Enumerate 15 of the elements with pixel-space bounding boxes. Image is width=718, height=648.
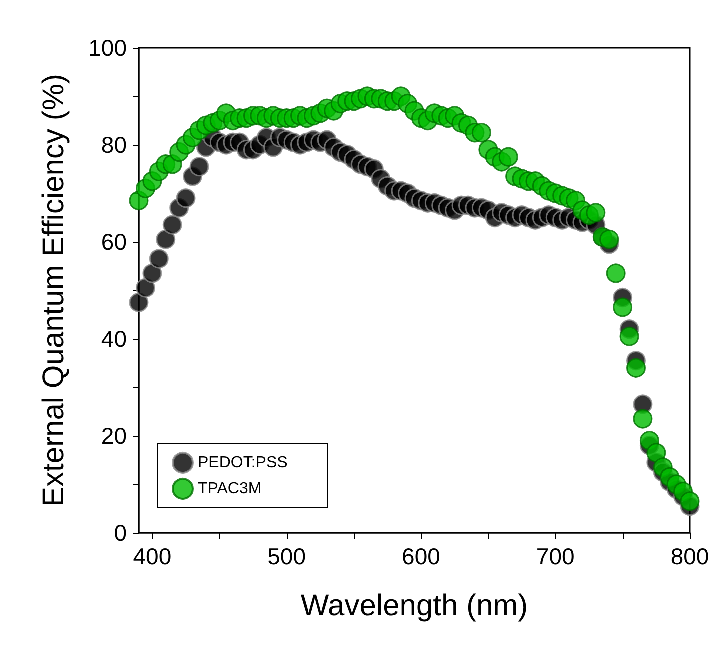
x-tick-label: 400 [133,544,172,570]
y-tick-label: 20 [101,423,127,449]
y-tick-label: 100 [88,35,127,61]
y-tick-label: 0 [114,520,127,546]
x-tick-label: 500 [268,544,306,570]
x-axis-title: Wavelength (nm) [300,590,528,622]
y-axis-title: External Quantum Efficiency (%) [38,74,70,507]
y-tick-label: 80 [101,132,127,158]
legend-label: PEDOT:PSS [198,454,288,472]
x-tick-label: 600 [402,544,440,570]
x-tick-label: 700 [536,544,575,570]
y-tick-label: 40 [101,326,127,352]
legend-label: TPAC3M [198,480,262,498]
x-tick-label: 800 [670,544,710,570]
y-tick-label: 60 [101,229,127,255]
